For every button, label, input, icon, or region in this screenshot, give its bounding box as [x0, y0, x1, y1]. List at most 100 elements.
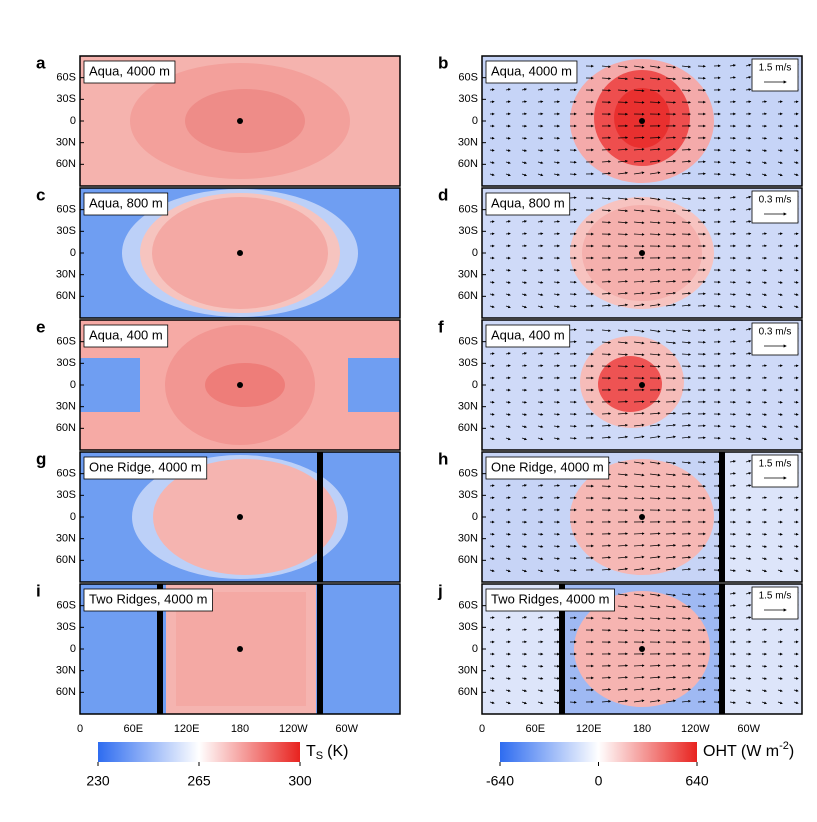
- lon-tick-label: 60E: [526, 723, 546, 735]
- contour: [598, 356, 662, 412]
- lat-tick-label: 30S: [458, 225, 478, 237]
- substellar-point: [237, 646, 243, 652]
- lat-tick-label: 0: [70, 643, 76, 655]
- substellar-point: [237, 514, 243, 520]
- subscript: S: [316, 750, 323, 762]
- substellar-point: [639, 646, 645, 652]
- lat-tick-label: 60N: [458, 554, 478, 566]
- panel-label: Aqua, 4000 m: [89, 63, 170, 78]
- close: ): [789, 743, 794, 760]
- panel-letter: b: [438, 53, 448, 72]
- superscript: -2: [779, 740, 789, 752]
- colorbar-tick-label: 265: [187, 773, 211, 789]
- panel-label: Two Ridges, 4000 m: [89, 591, 208, 606]
- contour: [80, 358, 140, 412]
- lat-tick-label: 30S: [458, 621, 478, 633]
- map-panel: Aqua, 4000 m b 1.5 m/s 60N 30N 0 30S 60S: [438, 53, 802, 186]
- symbol: OHT (W m: [703, 743, 779, 760]
- lon-tick-label: 60E: [124, 723, 144, 735]
- lon-tick-label: 180: [633, 723, 651, 735]
- lat-tick-label: 60S: [458, 72, 478, 84]
- lat-tick-label: 30S: [56, 225, 76, 237]
- lat-tick-label: 0: [472, 511, 478, 523]
- colorbar-title: OHT (W m-2): [703, 740, 794, 760]
- lat-tick-label: 60S: [56, 600, 76, 612]
- panel-letter: j: [437, 581, 443, 600]
- scale-label: 1.5 m/s: [759, 459, 792, 470]
- panel-label: Aqua, 800 m: [89, 195, 163, 210]
- substellar-point: [237, 118, 243, 124]
- lat-tick-label: 30N: [56, 137, 76, 149]
- lat-tick-label: 30N: [56, 665, 76, 677]
- colorbar: [500, 742, 697, 762]
- lat-tick-label: 30S: [458, 489, 478, 501]
- lat-tick-label: 0: [472, 379, 478, 391]
- scale-label: 1.5 m/s: [759, 63, 792, 74]
- lat-tick-label: 30N: [458, 665, 478, 677]
- contour: [205, 363, 285, 407]
- flow-arrow: [778, 666, 782, 667]
- lat-tick-label: 60S: [458, 336, 478, 348]
- flow-arrow: [778, 534, 782, 535]
- panel-letter: a: [36, 53, 46, 72]
- colorbar-tick-label: 230: [86, 773, 110, 789]
- lat-tick-label: 0: [472, 115, 478, 127]
- scale-label: 0.3 m/s: [759, 327, 792, 338]
- colorbar: [98, 742, 300, 762]
- lat-tick-label: 30N: [458, 137, 478, 149]
- lon-tick-label: 120W: [279, 723, 308, 735]
- flow-arrow: [778, 270, 782, 271]
- panel-letter: h: [438, 449, 448, 468]
- lat-tick-label: 60N: [458, 158, 478, 170]
- contour: [185, 89, 305, 153]
- panel-label: Two Ridges, 4000 m: [491, 591, 610, 606]
- scale-label: 0.3 m/s: [759, 195, 792, 206]
- panel-letter: i: [36, 581, 41, 600]
- panel-label: Aqua, 4000 m: [491, 63, 572, 78]
- lat-tick-label: 0: [472, 247, 478, 259]
- lat-tick-label: 30S: [458, 93, 478, 105]
- panel-label: Aqua, 400 m: [491, 327, 565, 342]
- lat-tick-label: 60S: [56, 204, 76, 216]
- lat-tick-label: 30S: [458, 357, 478, 369]
- lat-tick-label: 0: [70, 115, 76, 127]
- lat-tick-label: 30N: [458, 269, 478, 281]
- substellar-point: [639, 514, 645, 520]
- lat-tick-label: 60N: [458, 290, 478, 302]
- colorbar-tick-label: -640: [486, 773, 514, 789]
- scale-label: 1.5 m/s: [759, 591, 792, 602]
- lat-tick-label: 30N: [458, 533, 478, 545]
- panel-label: Aqua, 800 m: [491, 195, 565, 210]
- colorbar-title: TS(K): [306, 743, 348, 762]
- lat-tick-label: 60S: [458, 204, 478, 216]
- lon-tick-label: 120E: [174, 723, 200, 735]
- substellar-point: [237, 382, 243, 388]
- lat-tick-label: 60N: [56, 290, 76, 302]
- lat-tick-label: 0: [472, 643, 478, 655]
- lat-tick-label: 0: [70, 247, 76, 259]
- panel-letter: g: [36, 449, 46, 468]
- lat-tick-label: 30S: [56, 93, 76, 105]
- lat-tick-label: 30S: [56, 621, 76, 633]
- substellar-point: [237, 250, 243, 256]
- lat-tick-label: 60N: [56, 422, 76, 434]
- substellar-point: [639, 382, 645, 388]
- substellar-point: [639, 118, 645, 124]
- colorbar-tick-label: 0: [595, 773, 603, 789]
- lat-tick-label: 60N: [458, 686, 478, 698]
- flow-arrow: [778, 402, 782, 403]
- flow-arrow: [778, 138, 782, 139]
- panel-letter: c: [36, 185, 45, 204]
- panel-label: One Ridge, 4000 m: [491, 459, 604, 474]
- lon-tick-label: 60W: [737, 723, 760, 735]
- ridge: [317, 452, 323, 582]
- lat-tick-label: 30S: [56, 489, 76, 501]
